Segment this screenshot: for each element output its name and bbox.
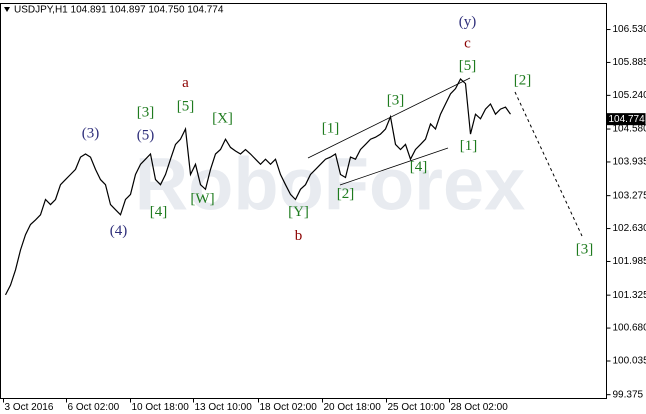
y-tick-label: 100.035	[613, 356, 646, 367]
channel-upper	[307, 77, 471, 159]
x-tick-label: 18 Oct 02:00	[260, 402, 318, 413]
wave-label: [1]	[460, 138, 478, 154]
wave-label: [X]	[212, 110, 233, 126]
wave-label: [3]	[137, 105, 155, 121]
y-tick-label: 99.375	[613, 389, 644, 400]
y-tick-label: 105.885	[613, 57, 646, 68]
price-line	[4, 78, 511, 296]
watermark: RoboForex	[135, 143, 526, 226]
wave-label: [2]	[514, 73, 532, 89]
x-tick-label: 28 Oct 02:00	[451, 402, 509, 413]
y-tick-label: 103.935	[613, 157, 646, 168]
wave-label: [5]	[459, 58, 477, 74]
wave-label: [Y]	[288, 204, 309, 220]
wave-label: (5)	[137, 128, 155, 144]
wave-label: (4)	[110, 223, 128, 239]
y-tick-label: 106.530	[613, 24, 646, 35]
channel-lower	[339, 147, 449, 186]
wave-label: [1]	[322, 120, 340, 136]
y-tick-label: 101.985	[613, 256, 646, 267]
plot-frame	[0, 3, 607, 399]
y-tick-label: 104.580	[613, 124, 646, 135]
wave-label: a	[182, 75, 189, 91]
x-tick-label: 6 Oct 02:00	[68, 402, 120, 413]
wave-label: [3]	[576, 241, 594, 257]
wave-label: [4]	[410, 159, 428, 175]
wave-label: (3)	[82, 126, 100, 142]
wave-label: [W]	[190, 191, 214, 207]
projection-line	[514, 91, 583, 237]
menu-arrow	[4, 7, 10, 12]
wave-label: [5]	[177, 99, 195, 115]
wave-label: [3]	[387, 92, 405, 108]
x-tick-label: 25 Oct 10:00	[388, 402, 446, 413]
y-tick-label: 102.630	[613, 223, 646, 234]
y-tick-label: 100.680	[613, 323, 646, 334]
x-tick-label: 3 Oct 2016	[5, 402, 54, 413]
y-tick-label: 101.325	[613, 290, 646, 301]
wave-label: [4]	[150, 204, 168, 220]
x-tick-label: 13 Oct 10:00	[195, 402, 253, 413]
y-tick-label: 103.275	[613, 190, 646, 201]
y-tick-label: 105.240	[613, 90, 646, 101]
wave-label: [2]	[337, 186, 355, 202]
last-price-box	[606, 113, 646, 126]
wave-label: b	[295, 228, 303, 244]
x-tick-label: 10 Oct 18:00	[132, 402, 190, 413]
wave-label: c	[464, 35, 471, 51]
last-price-label: 104.774	[609, 114, 646, 125]
chart-header: USDJPY,H1 104.891 104.897 104.750 104.77…	[14, 5, 224, 16]
wave-label: (y)	[459, 14, 477, 30]
x-tick-label: 20 Oct 18:00	[324, 402, 382, 413]
